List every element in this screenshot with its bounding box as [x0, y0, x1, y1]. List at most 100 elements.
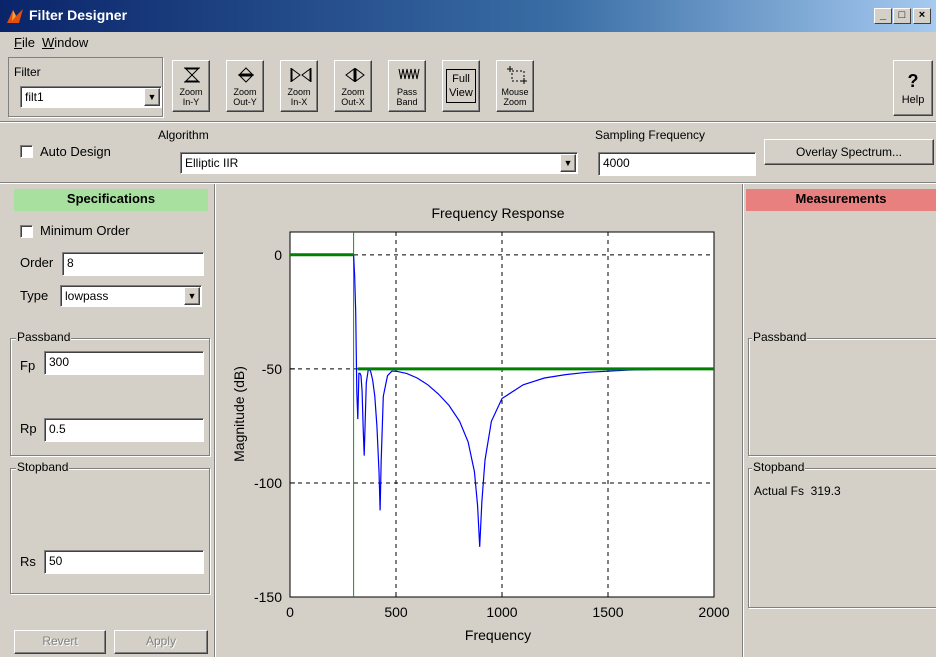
full-view-frame: Full View	[446, 69, 476, 103]
menu-window[interactable]: Window	[42, 35, 89, 50]
zoom-in-x-button[interactable]: Zoom In-X	[280, 60, 318, 112]
specifications-header: Specifications	[14, 189, 208, 211]
filter-select-value: filt1	[25, 90, 44, 104]
zoom-out-x-label1: Zoom	[341, 87, 365, 97]
measured-passband-group	[748, 338, 936, 456]
zoom-out-y-label1: Zoom	[233, 87, 257, 97]
filter-group	[8, 57, 163, 117]
x-tick-label: 1500	[592, 604, 623, 620]
series-group	[290, 232, 714, 597]
minimum-order-checkbox[interactable]	[20, 225, 33, 238]
rp-input[interactable]: 0.5	[44, 418, 204, 442]
fp-label: Fp	[20, 358, 36, 373]
right-divider	[742, 184, 744, 657]
full-view-label1: Full	[452, 73, 470, 85]
design-separator	[0, 182, 936, 184]
sampling-frequency-input[interactable]: 4000	[598, 152, 756, 176]
pass-band-button[interactable]: Pass Band	[388, 60, 426, 112]
y-tick-label: -100	[254, 475, 282, 491]
mouse-zoom-icon	[507, 66, 527, 84]
close-button[interactable]: ×	[913, 8, 931, 24]
pass-band-label1: Pass	[396, 87, 417, 97]
x-tick-label: 1000	[486, 604, 517, 620]
full-view-label2: View	[449, 87, 473, 99]
minimum-order-label: Minimum Order	[40, 223, 130, 238]
measured-passband-legend: Passband	[752, 330, 808, 344]
apply-button[interactable]: Apply	[114, 630, 208, 654]
toolbar-separator	[0, 121, 936, 123]
measurements-panel: Measurements Passband Stopband Actual Fs…	[744, 184, 936, 657]
order-label: Order	[20, 255, 54, 270]
auto-design-checkbox[interactable]	[20, 145, 33, 158]
axis-ticks: 0 500 1000 1500 2000 0 -50 -100 -150	[254, 247, 730, 620]
revert-button[interactable]: Revert	[14, 630, 106, 654]
zoom-out-y-button[interactable]: Zoom Out-Y	[226, 60, 264, 112]
type-select-value: lowpass	[65, 289, 109, 303]
x-tick-label: 2000	[698, 604, 729, 620]
minimize-button[interactable]: _	[874, 8, 892, 24]
zoom-out-x-button[interactable]: Zoom Out-X	[334, 60, 372, 112]
matlab-logo-icon	[7, 9, 23, 23]
actual-fs-value: Actual Fs 319.3	[754, 484, 841, 498]
zoom-in-x-label1: Zoom	[287, 87, 311, 97]
measured-stopband-group	[748, 468, 936, 608]
type-label: Type	[20, 288, 49, 303]
zoom-in-y-label1: Zoom	[179, 87, 203, 97]
y-tick-label: 0	[274, 247, 282, 263]
left-divider	[214, 184, 216, 657]
zoom-out-x-label2: Out-X	[341, 97, 365, 107]
chevron-down-icon: ▼	[184, 287, 200, 305]
help-button[interactable]: ? Help	[893, 60, 933, 116]
stopband-group	[10, 468, 210, 594]
help-label: Help	[901, 94, 925, 106]
measured-stopband-legend: Stopband	[752, 460, 806, 474]
measurements-header: Measurements	[746, 189, 936, 211]
zoom-in-y-button[interactable]: Zoom In-Y	[172, 60, 210, 112]
window-title: Filter Designer	[29, 7, 128, 23]
full-view-button[interactable]: Full View	[442, 60, 480, 112]
help-icon: ?	[907, 71, 919, 91]
auto-design-label: Auto Design	[40, 144, 111, 159]
filter-label: Filter	[14, 65, 41, 79]
mouse-zoom-button[interactable]: Mouse Zoom	[496, 60, 534, 112]
menu-file[interactable]: File	[14, 35, 35, 50]
frequency-response-chart: Frequency Response 0 500 1000 1500 2000 0 -50 -…	[231, 205, 730, 643]
zoom-out-y-icon	[238, 67, 254, 83]
order-input[interactable]: 8	[62, 252, 204, 276]
overlay-spectrum-button[interactable]: Overlay Spectrum...	[764, 139, 934, 165]
rp-label: Rp	[20, 421, 37, 436]
zoom-in-y-icon	[184, 67, 200, 83]
passband-group	[10, 338, 210, 456]
type-select[interactable]: lowpass ▼	[60, 285, 202, 307]
mouse-zoom-label1: Mouse	[501, 87, 529, 97]
fp-input[interactable]: 300	[44, 351, 204, 375]
x-axis-label: Frequency	[465, 627, 531, 643]
x-tick-label: 0	[286, 604, 294, 620]
algorithm-select[interactable]: Elliptic IIR ▼	[180, 152, 578, 174]
algorithm-select-value: Elliptic IIR	[185, 156, 239, 170]
zoom-toolbar: Zoom In-Y Zoom Out-Y Zoom In-X Zoom Out-X	[172, 60, 572, 116]
zoom-in-x-label2: In-X	[290, 97, 308, 107]
zoom-out-x-icon	[345, 68, 365, 82]
algorithm-label: Algorithm	[158, 128, 209, 142]
maximize-button[interactable]: □	[893, 8, 911, 24]
zoom-out-y-label2: Out-Y	[233, 97, 257, 107]
specifications-panel: Specifications Minimum Order Order 8 Typ…	[0, 184, 214, 657]
pass-band-icon	[398, 68, 420, 80]
stopband-legend: Stopband	[16, 460, 70, 474]
y-tick-label: -50	[262, 361, 282, 377]
chevron-down-icon: ▼	[144, 88, 160, 106]
y-axis-label: Magnitude (dB)	[231, 366, 247, 462]
passband-legend: Passband	[16, 330, 72, 344]
pass-band-label2: Band	[396, 97, 418, 107]
sampling-frequency-label: Sampling Frequency	[595, 128, 706, 142]
x-tick-label: 500	[384, 604, 408, 620]
zoom-in-y-label2: In-Y	[182, 97, 200, 107]
mouse-zoom-label2: Zoom	[503, 97, 527, 107]
filter-select[interactable]: filt1 ▼	[20, 86, 162, 108]
chart-title: Frequency Response	[431, 205, 564, 221]
y-tick-label: -150	[254, 589, 282, 605]
rs-input[interactable]: 50	[44, 550, 204, 574]
chevron-down-icon: ▼	[560, 154, 576, 172]
rs-label: Rs	[20, 554, 36, 569]
